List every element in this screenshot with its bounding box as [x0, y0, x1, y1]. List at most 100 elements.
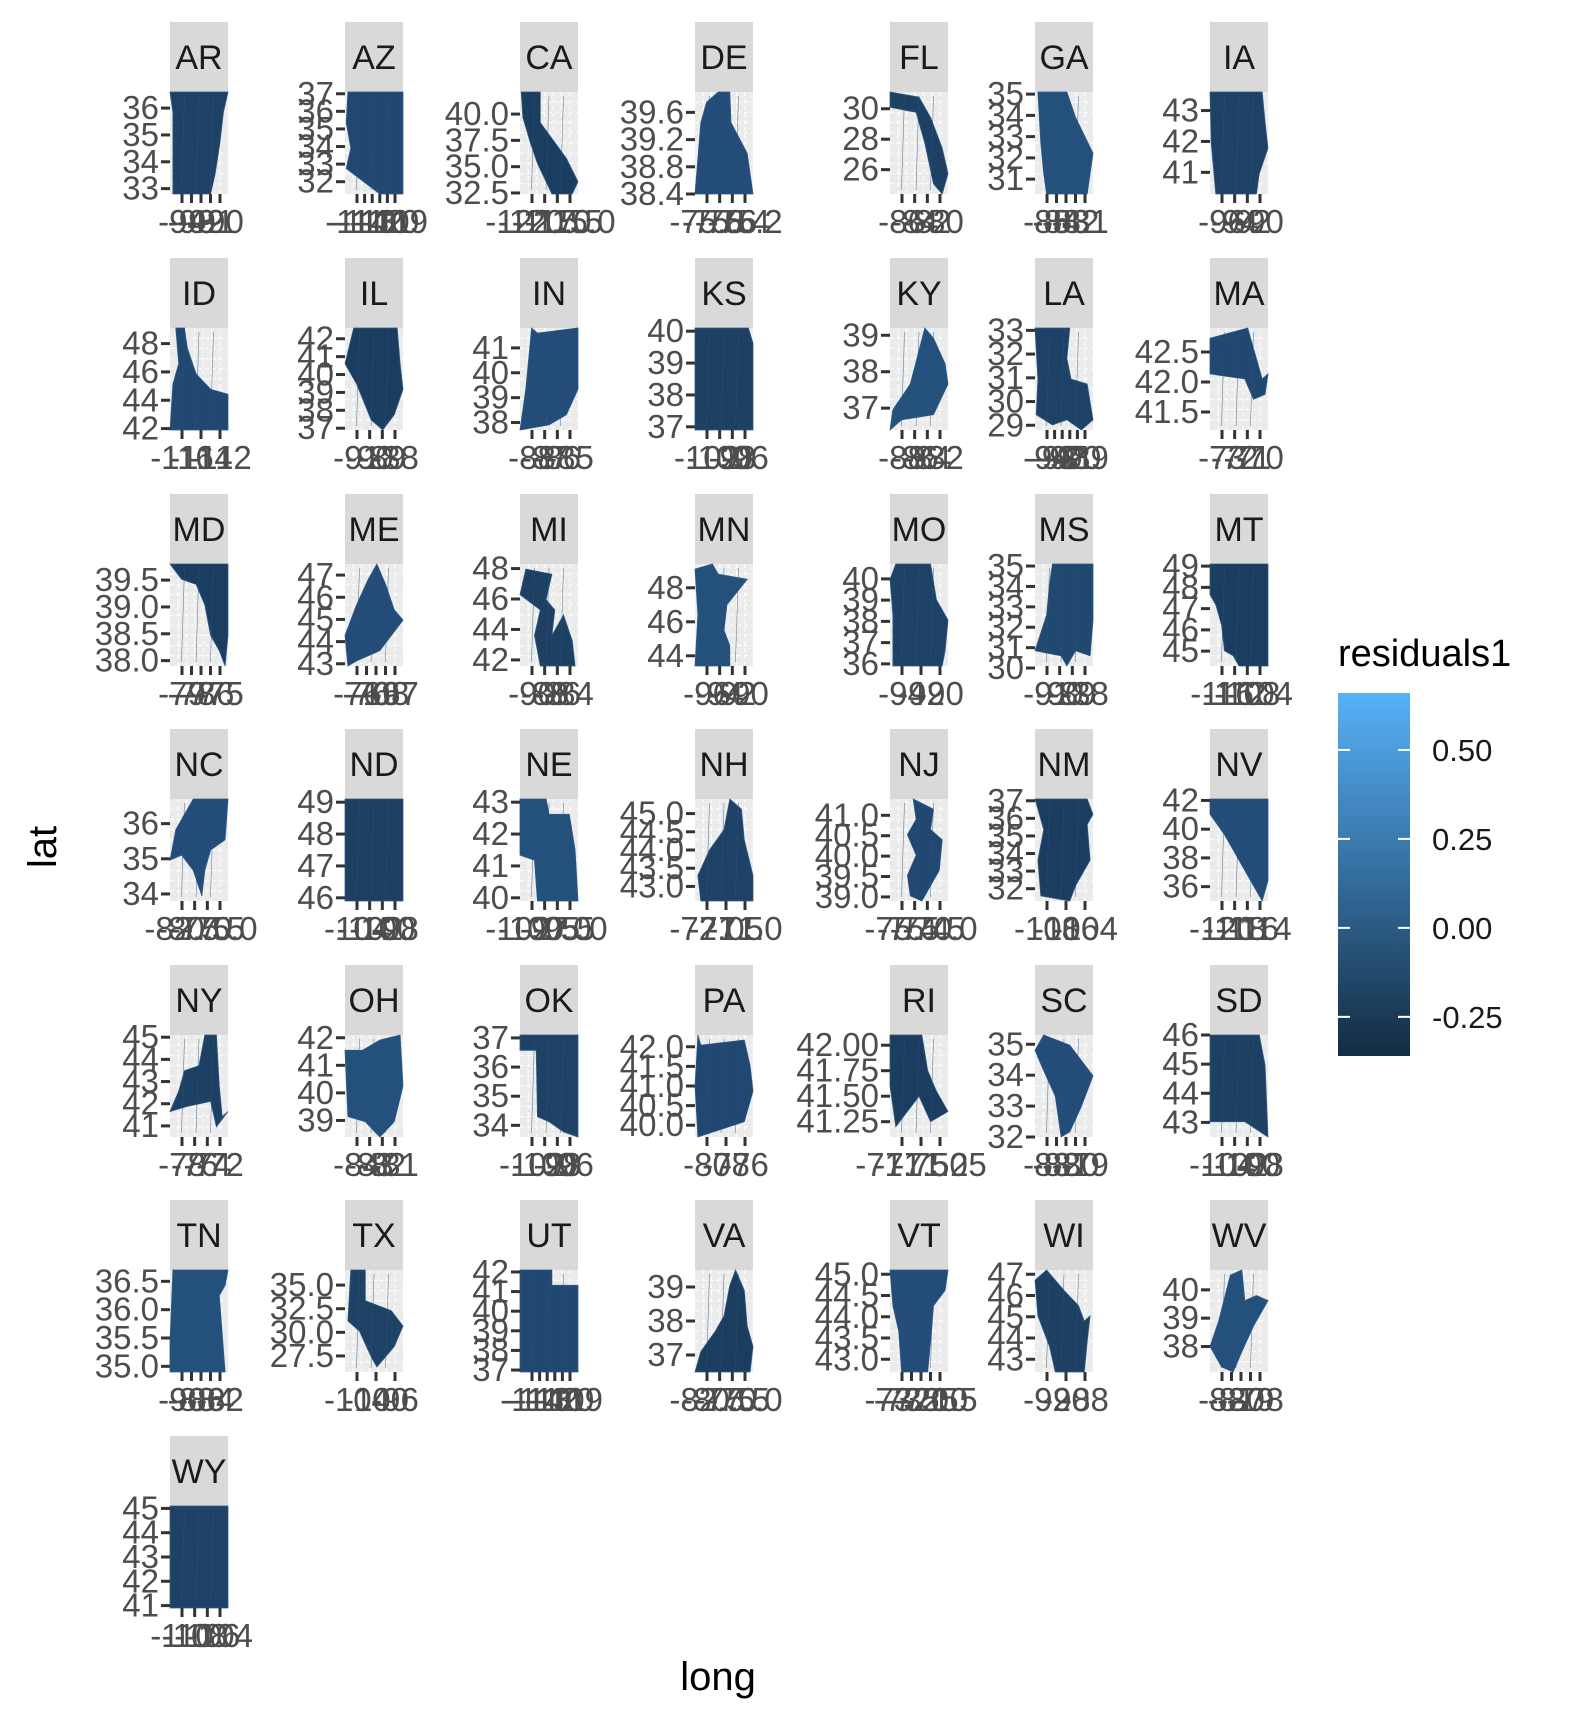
county-line — [370, 1273, 375, 1369]
x-tick-label: -75.0 — [707, 1381, 782, 1418]
x-tick-label: -71.0 — [707, 910, 782, 947]
state-shape-ks — [694, 327, 754, 431]
county-line — [1060, 567, 1065, 663]
county-line — [706, 1273, 710, 1369]
facet-panels: AR36353433-94-93-92-91-90AZ373635343332-… — [95, 22, 1293, 1654]
county-line — [735, 1038, 739, 1134]
x-tick-label: -86 — [878, 203, 926, 240]
x-tick-label: -80 — [1052, 1146, 1100, 1183]
x-tick-label: -83 — [1042, 203, 1090, 240]
facet-strip-wi — [1035, 1200, 1093, 1270]
facet-label-nc: NC — [174, 746, 223, 784]
facet-label-va: VA — [703, 1217, 746, 1255]
y-tick-label: 46 — [122, 353, 159, 390]
y-tick-label: 42 — [297, 1019, 334, 1056]
x-tick-label: -75.4 — [695, 203, 770, 240]
facet-strip-vt — [890, 1200, 948, 1270]
county-line — [531, 1273, 535, 1369]
x-tick-label: -120.0 — [498, 203, 592, 240]
county-line — [1235, 802, 1240, 898]
county-line — [1221, 331, 1225, 427]
county-line — [370, 802, 375, 898]
y-tick-label: 45 — [122, 1018, 159, 1055]
x-tick-label: -98 — [1236, 1146, 1284, 1183]
y-tick-label: 43.0 — [815, 1340, 879, 1377]
y-tick-label: 42 — [1162, 781, 1199, 818]
x-tick-label: -77 — [177, 675, 225, 712]
x-tick-label: -114 — [325, 203, 389, 240]
y-tick-label: 40 — [1162, 810, 1199, 847]
county-line — [370, 567, 375, 663]
panel-tn: TN 36.536.035.535.0-90-88-86-84-82 — [95, 1200, 244, 1418]
county-line — [356, 95, 360, 191]
y-tick-label: 34 — [472, 1106, 509, 1143]
y-tick-label: 35 — [297, 110, 334, 147]
y-tick-label: 37.5 — [445, 121, 509, 158]
y-tick-label: 39 — [1162, 1299, 1199, 1336]
y-tick-label: 44 — [122, 1514, 159, 1551]
x-tick-label: -73.0 — [874, 1381, 949, 1418]
x-tick-label: -71.50 — [874, 1146, 968, 1183]
y-tick-label: 40.5 — [620, 1087, 684, 1124]
county-line — [915, 802, 920, 898]
facet-label-vt: VT — [897, 1217, 940, 1255]
x-tick-label: -111 — [524, 1381, 585, 1418]
x-tick-label: -106 — [174, 1617, 240, 1654]
y-tick-label: 47 — [297, 847, 334, 884]
county-line — [195, 802, 200, 898]
y-tick-label: 46 — [297, 578, 334, 615]
x-tick-label: -80 — [916, 203, 964, 240]
x-tick-label: -104 — [1189, 1146, 1255, 1183]
county-line — [356, 1273, 360, 1369]
x-tick-label: -102 — [674, 439, 740, 476]
x-tick-label: -98 — [708, 439, 756, 476]
facet-strip-pa — [695, 965, 753, 1035]
x-tick-label: -72 — [1211, 439, 1259, 476]
y-tick-label: 40 — [842, 560, 879, 597]
y-tick-label: 44 — [122, 1040, 159, 1077]
x-tick-label: -83 — [1023, 1146, 1071, 1183]
county-line — [1075, 1273, 1079, 1369]
x-tick-label: -106 — [1033, 910, 1099, 947]
facet-label-ri: RI — [902, 982, 936, 1020]
y-tick-label: 40.0 — [620, 1106, 684, 1143]
county-line — [210, 331, 214, 427]
x-tick-label: -120 — [1189, 910, 1255, 947]
y-axis-title: lat — [21, 826, 65, 868]
x-tick-label: -110 — [356, 203, 420, 240]
state-shape-ok — [519, 1034, 579, 1138]
y-tick-label: 32 — [987, 608, 1024, 645]
y-tick-label: 39.5 — [815, 858, 879, 895]
x-tick-label: -96 — [371, 1381, 419, 1418]
county-line — [545, 802, 550, 898]
state-shape-tx — [347, 1269, 404, 1368]
facet-strip-va — [695, 1200, 753, 1270]
x-tick-label: -112 — [188, 439, 252, 476]
x-tick-label: -89 — [1061, 439, 1109, 476]
y-tick-label: 37 — [987, 782, 1024, 819]
y-tick-label: 42 — [472, 1253, 509, 1290]
x-tick-label: -78 — [168, 675, 216, 712]
x-tick-label: -100 — [512, 1146, 578, 1183]
y-tick-label: 36 — [122, 89, 159, 126]
y-tick-label: 48 — [472, 550, 509, 587]
county-line — [720, 802, 725, 898]
facet-strip-nj — [890, 729, 948, 799]
state-shape-tn — [169, 1269, 229, 1373]
facet-label-sd: SD — [1215, 982, 1262, 1020]
county-line — [181, 1509, 185, 1605]
facet-label-oh: OH — [349, 982, 400, 1020]
x-tick-label: -88 — [168, 1381, 216, 1418]
x-tick-label: -75.8 — [669, 203, 744, 240]
facet-label-mn: MN — [698, 511, 751, 549]
county-line — [1046, 331, 1050, 427]
county-line — [1221, 802, 1225, 898]
x-tick-label: -75.0 — [182, 910, 257, 947]
